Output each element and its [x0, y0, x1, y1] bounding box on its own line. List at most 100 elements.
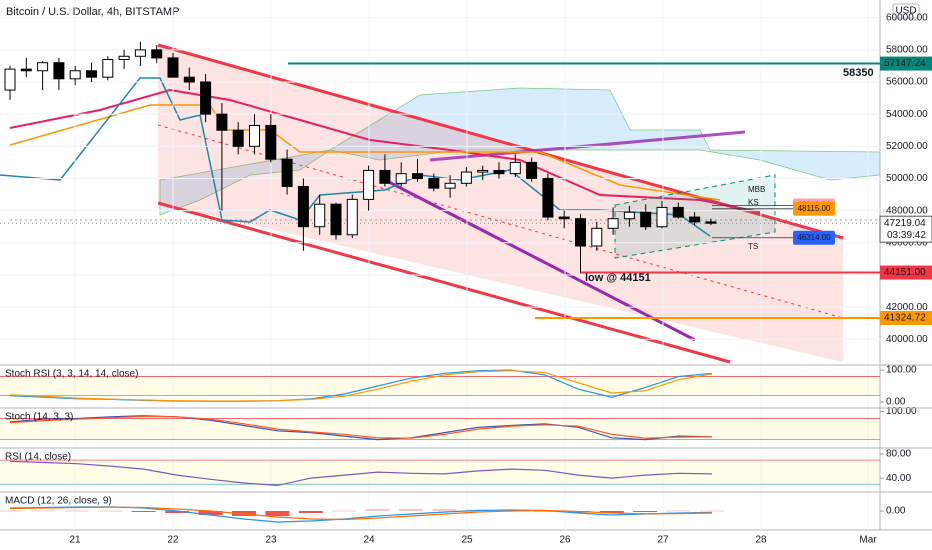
y-tick-label: 40.00 [886, 473, 911, 484]
candle-body [86, 70, 97, 78]
annotation: KS [748, 198, 759, 207]
candle-body [53, 62, 65, 80]
histogram-bar [131, 511, 156, 512]
y-tick-label: 50000.00 [886, 173, 928, 184]
price-tag-label: 57147.24 [884, 58, 926, 69]
floating-tag-label: 46314.00 [797, 233, 831, 242]
histogram-bar [365, 509, 390, 511]
y-tick-label: 100.00 [886, 365, 917, 376]
x-tick-label: 25 [461, 535, 473, 546]
annotation: low @ 44151 [585, 272, 651, 284]
candle-body [428, 177, 440, 189]
histogram-bar [0, 510, 22, 512]
pane-title: Stoch (14, 3, 3) [5, 412, 73, 423]
y-tick-label: 60000.00 [886, 12, 928, 23]
annotation: TS [748, 242, 758, 251]
y-tick-label: 56000.00 [886, 77, 928, 88]
x-tick-label: 24 [363, 535, 375, 546]
candle-body [102, 58, 114, 78]
candle-body [575, 218, 586, 247]
candle-body [118, 55, 130, 60]
band [0, 418, 880, 440]
histogram-bar [432, 509, 457, 511]
price-tag-label: 44151.00 [884, 267, 926, 278]
y-tick-label: 42000.00 [886, 302, 928, 313]
histogram-bar [633, 511, 658, 512]
annotation: 58350 [843, 67, 874, 79]
candle-body [249, 124, 260, 147]
histogram-bar [265, 511, 290, 516]
candle-body [346, 198, 358, 236]
currency: USD [895, 6, 916, 17]
candle-body [151, 49, 163, 59]
candle-body [4, 68, 16, 91]
candle-body [607, 218, 619, 229]
candle-body [20, 68, 32, 72]
x-tick-label: 28 [755, 535, 767, 546]
histogram-bar [399, 509, 424, 511]
pane-title: Stoch RSI (3, 3, 14, 14, close) [5, 369, 138, 380]
candle-body [297, 186, 309, 228]
price-tag [880, 265, 932, 280]
candle-body [200, 81, 212, 115]
candle-body [216, 113, 228, 131]
histogram-bar [532, 511, 557, 512]
series-line [9, 370, 713, 402]
x-tick-label: 26 [559, 535, 571, 546]
x-tick-label: Mar [859, 535, 877, 546]
candle-body [509, 161, 521, 175]
price-tag [880, 56, 932, 71]
y-tick-label: 40000.00 [886, 334, 928, 345]
candle-body [281, 158, 293, 188]
histogram-bar [165, 511, 190, 513]
candle-body [558, 216, 570, 220]
last-price-label: 47219.04 [884, 218, 926, 229]
floating-tag [793, 201, 835, 216]
x-tick-label: 21 [69, 535, 81, 546]
y-tick-label: 46000.00 [886, 237, 928, 248]
candle-body [232, 129, 244, 147]
candle-body [379, 169, 391, 184]
candle-body [363, 169, 375, 200]
histogram-bar [332, 510, 357, 512]
price-tag-label: 41324.72 [884, 313, 926, 324]
candle-body [412, 173, 423, 179]
candle-body [477, 169, 489, 173]
candle-body [37, 62, 49, 72]
histogram-bar [64, 510, 89, 512]
x-tick-label: 22 [167, 535, 179, 546]
countdown: 03:39:42 [887, 230, 926, 241]
pane-title: RSI (14, close) [5, 452, 71, 463]
y-tick-label: 48000.00 [886, 205, 928, 216]
floating-tag-label: 48115.00 [798, 204, 831, 213]
candle-body [542, 177, 554, 218]
histogram-bar [298, 511, 323, 513]
candle-body [314, 203, 326, 228]
candle-body [167, 57, 179, 78]
histogram-bar [666, 510, 691, 512]
y-tick-label: 0.00 [886, 506, 906, 517]
floating-tag [793, 230, 835, 245]
y-tick-label: 54000.00 [886, 109, 928, 120]
candle-body [444, 182, 456, 189]
candle-body [460, 171, 472, 184]
candle-body [672, 206, 684, 218]
candle-body [689, 216, 701, 223]
candle-body [623, 211, 635, 220]
currency-box[interactable] [892, 3, 920, 19]
series-line [9, 415, 713, 439]
band [0, 376, 880, 396]
x-tick-label: 27 [657, 535, 669, 546]
y-tick-label: 52000.00 [886, 141, 928, 152]
candle-body [640, 211, 652, 228]
chart-title: Bitcoin / U.S. Dollar, 4h, BITSTAMP [6, 6, 179, 18]
y-tick-label: 100.00 [886, 406, 917, 417]
histogram-bar [198, 511, 223, 515]
candle-body [330, 203, 342, 236]
series-line [9, 460, 713, 487]
candle-body [183, 76, 195, 83]
histogram-bar [700, 510, 724, 512]
candle-body [493, 169, 505, 175]
annotation: MBB [748, 185, 765, 194]
